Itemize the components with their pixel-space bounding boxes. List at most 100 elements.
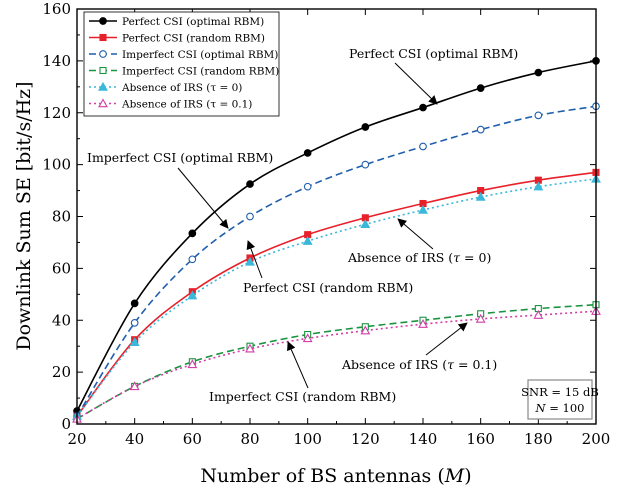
series-line-perfect-csi-random-rbm: [76, 171, 597, 417]
point-imperfect-csi-optimal-rbm-40: [130, 318, 139, 327]
annotation-irs-tau01: Absence of IRS (τ = 0.1): [341, 322, 497, 372]
point-imperfect-csi-optimal-rbm-140: [419, 142, 427, 151]
point-absence-of-irs-tau-0-100: [302, 236, 313, 245]
point-perfect-csi-optimal-rbm-40: [130, 299, 139, 308]
point-absence-of-irs-tau-0-120: [360, 219, 371, 229]
point-perfect-csi-optimal-rbm-100: [303, 149, 312, 157]
point-absence-of-irs-tau-0-1-80: [245, 343, 255, 353]
point-imperfect-csi-optimal-rbm-120: [361, 160, 370, 169]
point-imperfect-csi-optimal-rbm-60: [188, 255, 197, 264]
point-imperfect-csi-optimal-rbm-180: [534, 111, 543, 120]
legend-label-perfect-csi-optimal-rbm: Perfect CSI (optimal RBM): [122, 16, 264, 28]
point-absence-of-irs-tau-0-1-160: [475, 313, 486, 323]
x-tick-label-60: 60: [183, 430, 202, 448]
legend-label-absence-of-irs-tau-0: Absence of IRS (τ = 0): [121, 82, 242, 94]
point-absence-of-irs-tau-0-140: [418, 204, 428, 214]
y-tick-label-0: 0: [61, 415, 71, 433]
legend-item-perfect-csi-optimal-rbm: Perfect CSI (optimal RBM): [89, 16, 264, 28]
annotation-perfect-optimal-label: Perfect CSI (optimal RBM): [349, 46, 518, 61]
x-tick-label-120: 120: [351, 430, 380, 448]
legend-marker-perfect-csi-random-rbm: [99, 33, 107, 42]
series-line-imperfect-csi-optimal-rbm: [76, 105, 597, 417]
legend-item-absence-of-irs-tau-0: Absence of IRS (τ = 0): [89, 81, 242, 94]
annotation-perfect-random-label: Perfect CSI (random RBM): [243, 280, 413, 295]
x-tick-label-180: 180: [524, 430, 553, 448]
point-absence-of-irs-tau-0-160: [475, 191, 486, 201]
annotation-imperfect-optimal: Imperfect CSI (optimal RBM): [87, 150, 273, 229]
x-tick-label-20: 20: [67, 430, 86, 448]
x-tick-label-160: 160: [466, 430, 495, 448]
point-imperfect-csi-optimal-rbm-160: [476, 125, 485, 134]
legend-label-perfect-csi-random-rbm: Perfect CSI (random RBM): [122, 33, 265, 45]
y-tick-label-160: 160: [42, 0, 71, 18]
legend-marker-absence-of-irs-tau-0-1: [98, 98, 108, 108]
point-imperfect-csi-optimal-rbm-80: [246, 212, 254, 221]
legend: Perfect CSI (optimal RBM) Perfect CSI (ra…: [83, 11, 280, 117]
x-tick-label-80: 80: [240, 430, 259, 448]
x-tick-label-40: 40: [125, 430, 144, 448]
y-tick-label-120: 120: [42, 104, 71, 122]
annotation-perfect-optimal: Perfect CSI (optimal RBM): [349, 46, 518, 105]
annotation-irs-tau0: Absence of IRS (τ = 0): [347, 218, 491, 265]
point-perfect-csi-optimal-rbm-140: [419, 103, 427, 112]
info-box-frame: [527, 379, 593, 420]
point-absence-of-irs-tau-0-1-180: [533, 309, 544, 319]
annotation-imperfect-random-arrow: [287, 341, 309, 389]
legend-item-imperfect-csi-random-rbm: Imperfect CSI (random RBM): [89, 66, 279, 78]
series-line-imperfect-csi-random-rbm: [76, 303, 597, 420]
x-tick-label-100: 100: [293, 430, 322, 448]
annotation-irs-tau01-arrow: [425, 322, 468, 356]
axes-layer: 20 40 60 80 100 120 140 160 180 20002040608010012…: [42, 0, 610, 448]
point-absence-of-irs-tau-0-1-60: [187, 359, 198, 369]
point-absence-of-irs-tau-0-1-120: [360, 325, 371, 335]
y-tick-label-60: 60: [52, 259, 71, 277]
legend-item-perfect-csi-random-rbm: Perfect CSI (random RBM): [89, 33, 265, 45]
point-absence-of-irs-tau-0-60: [187, 290, 198, 300]
y-tick-label-40: 40: [52, 311, 71, 329]
point-perfect-csi-optimal-rbm-80: [246, 180, 254, 188]
annotation-imperfect-optimal-label: Imperfect CSI (optimal RBM): [87, 150, 273, 165]
point-perfect-csi-optimal-rbm-160: [476, 84, 485, 92]
point-imperfect-csi-optimal-rbm-100: [303, 182, 312, 191]
info-box-snr: SNR = 15 dB: [521, 385, 599, 399]
annotation-perfect-random-arrow: [246, 240, 263, 279]
annotation-irs-tau0-arrow: [397, 218, 434, 250]
annotation-perfect-random: Perfect CSI (random RBM): [243, 240, 413, 295]
point-perfect-csi-optimal-rbm-60: [188, 229, 197, 238]
annotation-perfect-optimal-arrow: [394, 62, 438, 105]
legend-marker-imperfect-csi-random-rbm: [99, 66, 107, 75]
legend-label-absence-of-irs-tau-0-1: Absence of IRS (τ = 0.1): [121, 99, 252, 111]
info-box: SNR = 15 dB N = 100: [521, 379, 599, 420]
point-absence-of-irs-tau-0-1-100: [302, 333, 313, 343]
series-layer: [72, 57, 601, 423]
x-tick-label-140: 140: [409, 430, 438, 448]
legend-label-imperfect-csi-random-rbm: Imperfect CSI (random RBM): [122, 66, 279, 78]
annotation-irs-tau01-label: Absence of IRS (τ = 0.1): [341, 357, 497, 372]
y-tick-label-140: 140: [42, 52, 71, 70]
info-box-n: N = 100: [535, 401, 585, 415]
y-tick-label-100: 100: [42, 156, 71, 174]
point-absence-of-irs-tau-0-40: [129, 337, 140, 347]
point-perfect-csi-optimal-rbm-180: [534, 68, 543, 77]
point-perfect-csi-optimal-rbm-120: [361, 123, 370, 131]
y-tick-label-80: 80: [52, 208, 71, 226]
x-tick-label-200: 200: [582, 430, 611, 448]
point-absence-of-irs-tau-0-180: [533, 181, 544, 191]
point-absence-of-irs-tau-0-1-140: [418, 319, 428, 328]
legend-label-imperfect-csi-optimal-rbm: Imperfect CSI (optimal RBM): [122, 49, 278, 61]
annotation-imperfect-random-label: Imperfect CSI (random RBM): [209, 389, 396, 404]
annotation-imperfect-random: Imperfect CSI (random RBM): [209, 341, 396, 404]
y-axis-title: Downlink Sum SE [bit/s/Hz]: [13, 81, 35, 350]
x-axis-title: Number of BS antennas (M): [200, 465, 471, 487]
legend-marker-imperfect-csi-optimal-rbm: [99, 50, 107, 58]
legend-item-imperfect-csi-optimal-rbm: Imperfect CSI (optimal RBM): [89, 49, 278, 61]
legend-marker-absence-of-irs-tau-0: [98, 81, 108, 91]
y-tick-label-20: 20: [52, 363, 71, 381]
legend-item-absence-of-irs-tau-0-1: Absence of IRS (τ = 0.1): [89, 98, 252, 111]
series-line-absence-of-irs-tau-0: [76, 178, 597, 417]
annotation-imperfect-optimal-arrow: [177, 167, 229, 229]
annotation-irs-tau0-label: Absence of IRS (τ = 0): [347, 250, 491, 265]
point-absence-of-irs-tau-0-80: [245, 256, 255, 266]
series-line-absence-of-irs-tau-0-1: [76, 310, 597, 420]
